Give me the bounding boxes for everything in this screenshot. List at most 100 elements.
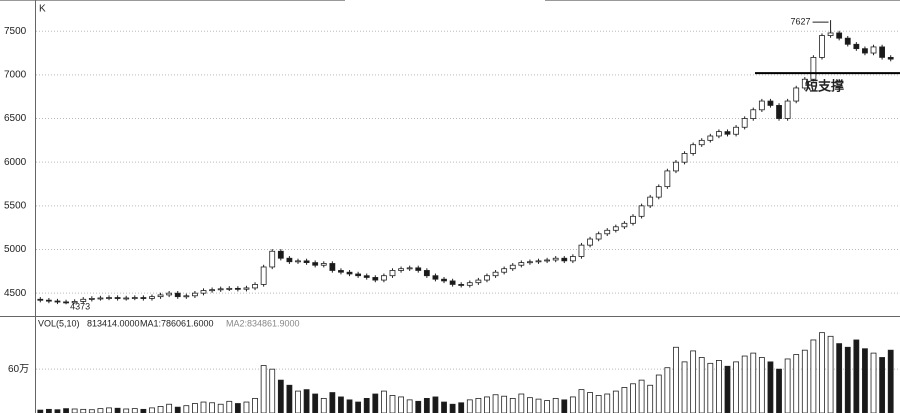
volume-bar xyxy=(810,339,817,413)
candle-body xyxy=(621,222,628,228)
y-tick-label: 5500 xyxy=(4,200,27,211)
volume-bar xyxy=(71,408,78,413)
candle-body xyxy=(484,275,490,281)
volume-bar xyxy=(801,349,808,413)
volume-bar xyxy=(106,407,112,413)
volume-bar xyxy=(277,379,284,413)
candle-body xyxy=(879,46,886,58)
candle-body xyxy=(226,287,233,290)
volume-bar xyxy=(673,346,679,413)
candle-body xyxy=(277,250,284,259)
volume-bar xyxy=(234,403,241,413)
volume-bar xyxy=(389,395,396,413)
candle-body xyxy=(587,238,593,246)
candle-body xyxy=(810,56,817,80)
volume-bar xyxy=(776,368,782,413)
candle-body xyxy=(776,105,782,119)
candle-body xyxy=(578,244,585,257)
candle-body xyxy=(819,35,825,58)
volume-bar xyxy=(655,374,662,413)
volume-bar xyxy=(449,403,456,413)
candle-body xyxy=(638,205,645,217)
candle-body xyxy=(234,287,241,290)
candle-body xyxy=(106,297,112,299)
volume-bar xyxy=(458,402,465,413)
candle-body xyxy=(183,295,190,298)
volume-bar xyxy=(243,401,250,413)
volume-bar xyxy=(252,397,258,413)
volume-bar xyxy=(664,367,671,413)
y-tick-label: 5000 xyxy=(4,244,27,255)
volume-bar xyxy=(131,408,138,413)
volume-bar xyxy=(475,397,482,413)
candle-body xyxy=(569,256,576,262)
candle-body xyxy=(733,126,739,135)
volume-bar xyxy=(844,346,851,413)
support-label: 短支撑 xyxy=(805,79,844,94)
volume-bar xyxy=(183,405,190,413)
candle-body xyxy=(827,32,834,36)
candle-body xyxy=(149,296,155,299)
candle-body xyxy=(604,229,611,235)
candle-body xyxy=(166,292,173,296)
candle-body xyxy=(707,135,714,141)
candle-body xyxy=(398,268,404,271)
candle-body xyxy=(492,271,499,277)
candle-body xyxy=(887,56,894,60)
volume-bar xyxy=(630,383,636,413)
volume-bar xyxy=(758,357,765,413)
candle-body xyxy=(363,275,370,278)
candle-body xyxy=(466,282,473,286)
candle-body xyxy=(380,275,387,281)
volume-bar xyxy=(552,397,559,413)
volume-bar xyxy=(853,339,860,413)
candle-body xyxy=(269,250,276,268)
y-tick-label: 60万 xyxy=(8,364,29,375)
volume-bar xyxy=(612,390,619,413)
candle-body xyxy=(320,263,327,266)
candle-body xyxy=(123,297,130,300)
volume-bar xyxy=(157,406,164,413)
volume-bar xyxy=(432,396,439,413)
candle-body xyxy=(114,297,121,299)
candle-body xyxy=(630,215,636,224)
volume-bar xyxy=(492,394,499,413)
volume-bar xyxy=(174,406,181,413)
volume-bar xyxy=(819,332,825,413)
volume-bar xyxy=(140,408,147,413)
volume-bar xyxy=(836,343,843,413)
candle-body xyxy=(406,267,413,270)
candle-body xyxy=(518,262,525,266)
candle-body xyxy=(741,118,748,128)
candle-body xyxy=(423,270,430,277)
volume-bar xyxy=(501,395,508,413)
candle-body xyxy=(793,87,800,102)
candle-body xyxy=(303,260,310,264)
volume-bar xyxy=(561,399,568,413)
volume-bar xyxy=(690,350,697,413)
candle-body xyxy=(750,109,757,119)
candle-body xyxy=(681,153,688,163)
candle-body xyxy=(157,294,164,298)
candle-body xyxy=(286,257,293,263)
candle-body xyxy=(535,260,542,263)
candle-body xyxy=(552,257,559,261)
volume-bar xyxy=(415,400,422,413)
volume-bar xyxy=(380,390,387,413)
volume-bar xyxy=(329,392,336,413)
y-tick-label: 6500 xyxy=(4,113,27,124)
candle-body xyxy=(243,287,250,290)
volume-bar xyxy=(45,408,52,413)
candle-body xyxy=(338,270,344,273)
candle-body xyxy=(355,273,362,277)
volume-bar xyxy=(527,397,533,413)
volume-title: VOL(5,10) xyxy=(38,318,80,328)
chart-title: K xyxy=(39,4,46,15)
volume-bar xyxy=(303,389,310,413)
volume-bar xyxy=(466,399,473,413)
candle-body xyxy=(758,100,765,111)
candle-body xyxy=(415,267,422,271)
volume-bar xyxy=(320,397,327,413)
volume-bar xyxy=(750,352,757,413)
